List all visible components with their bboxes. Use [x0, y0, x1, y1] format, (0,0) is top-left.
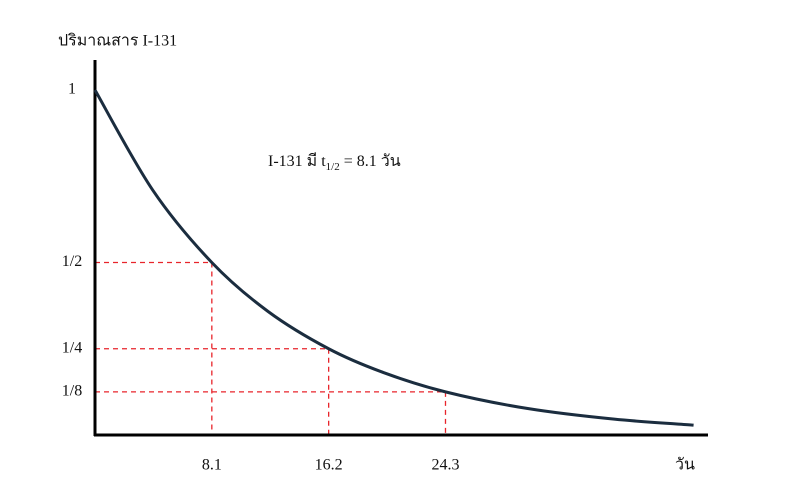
- y-tick-label: 1/8: [62, 383, 82, 400]
- y-axis-label: ปริมาณสาร I-131: [58, 33, 177, 50]
- y-tick-label: 1/4: [62, 339, 82, 356]
- x-tick-label: 16.2: [315, 457, 343, 474]
- y-tick-label: 1/2: [62, 253, 82, 270]
- annotation: I-131 มี t1/2 = 8.1 วัน: [268, 152, 401, 173]
- y-tick-label: 1: [68, 81, 76, 98]
- annotation-sub: 1/2: [326, 161, 340, 173]
- annotation-tail: = 8.1 วัน: [344, 153, 401, 170]
- x-tick-label: 8.1: [202, 457, 222, 474]
- x-axis-label: วัน: [675, 457, 695, 474]
- decay-curve: [93, 89, 694, 427]
- x-tick-label: 24.3: [431, 457, 459, 474]
- annotation-text: I-131 มี t: [268, 152, 326, 170]
